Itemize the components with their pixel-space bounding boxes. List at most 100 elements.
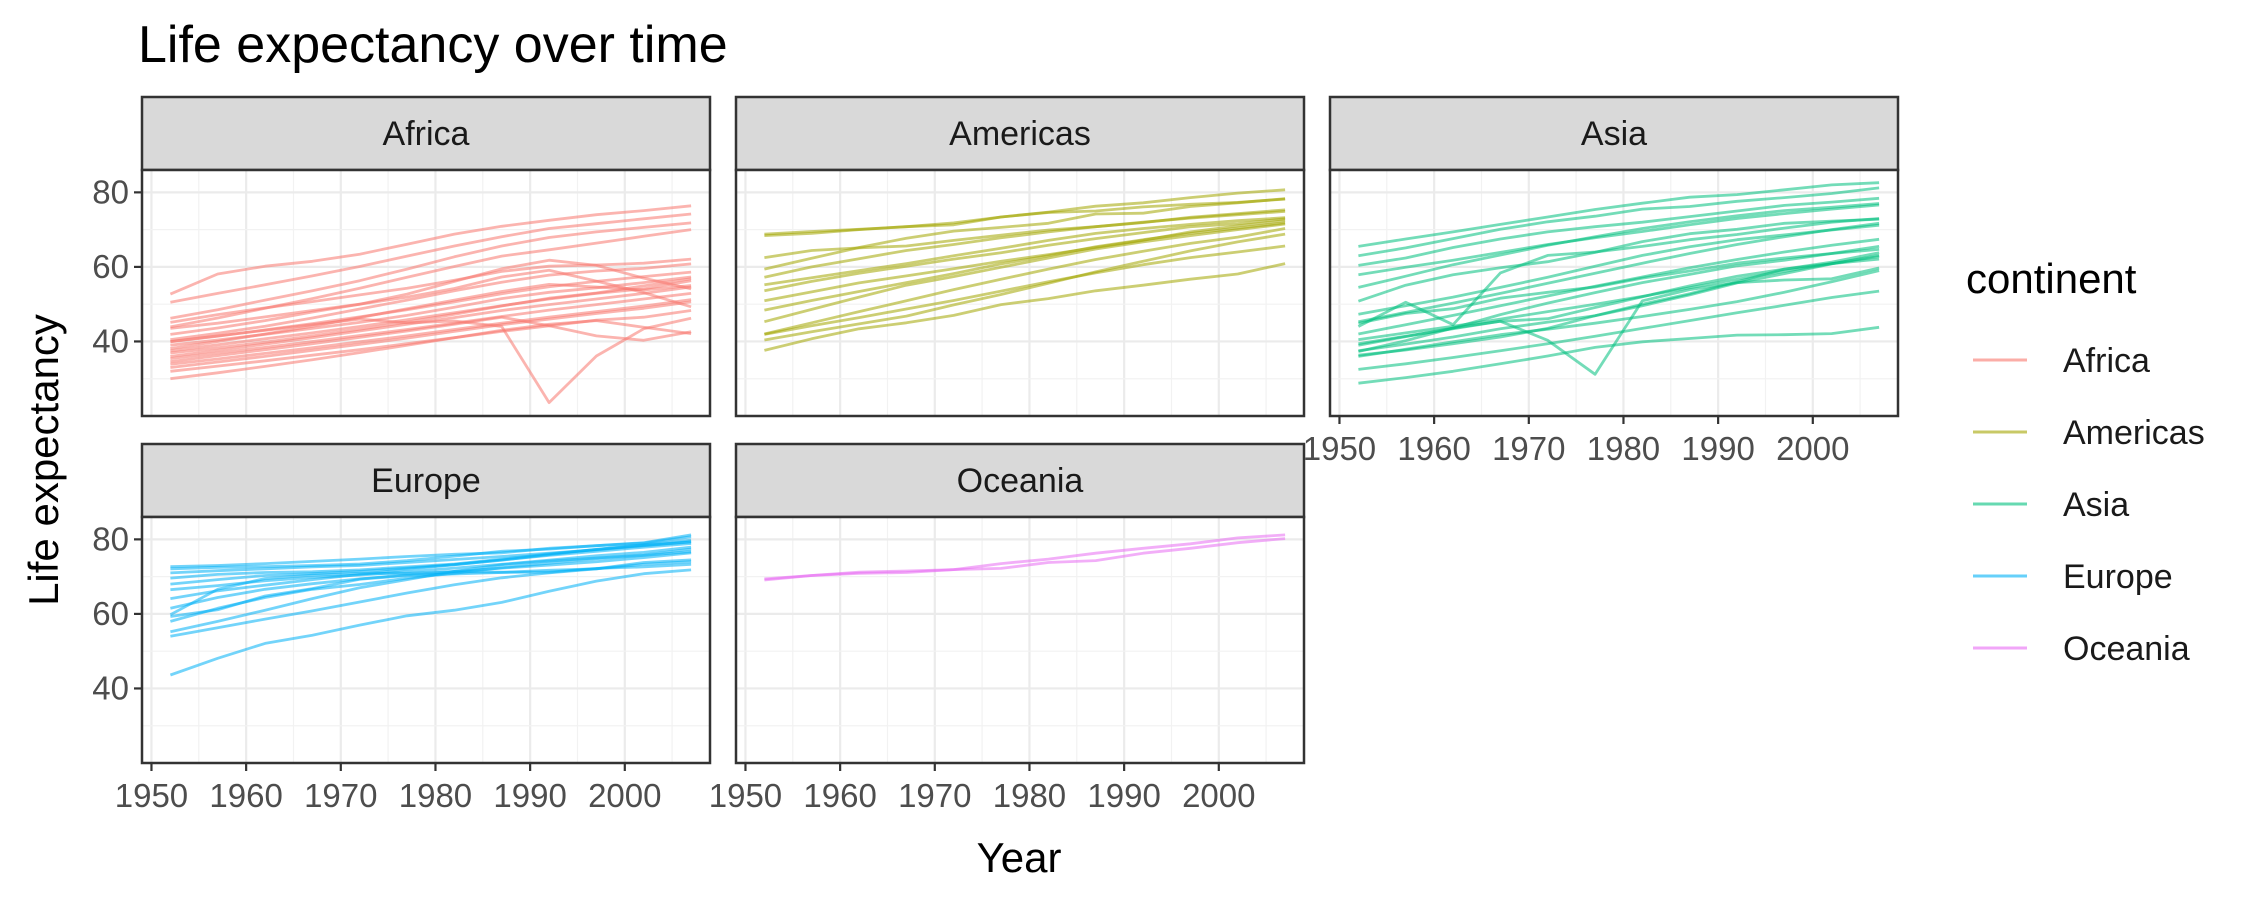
- x-tick-label: 1960: [1397, 430, 1470, 467]
- x-tick-label: 1970: [898, 777, 971, 814]
- x-tick-label: 1950: [115, 777, 188, 814]
- x-tick-label: 1990: [1681, 430, 1754, 467]
- strip-africa: [140, 95, 712, 172]
- x-tick-label: 1970: [1492, 430, 1565, 467]
- strip-europe: [140, 442, 712, 519]
- series-lines: [764, 188, 1286, 352]
- y-tick-label: 60: [92, 248, 129, 285]
- legend-label: Asia: [2063, 486, 2129, 524]
- series-line-americas: [764, 217, 1286, 293]
- x-tick-label: 2000: [1182, 777, 1255, 814]
- series-line-europe: [170, 547, 692, 634]
- series-line-asia: [1357, 217, 1880, 303]
- y-tick-label: 40: [92, 322, 129, 359]
- series-line-americas: [764, 216, 1286, 287]
- x-tick-label: 1950: [709, 777, 782, 814]
- series-line-africa: [170, 298, 692, 366]
- y-axes: 40 60 80 40 60 80: [92, 173, 142, 706]
- series-line-europe: [170, 560, 692, 638]
- series-line-africa: [170, 257, 692, 324]
- series-line-asia: [1358, 186, 1880, 258]
- panel-africa: Africa: [140, 95, 712, 418]
- series-line-asia: [1358, 254, 1880, 353]
- strip-label: Europe: [371, 462, 481, 500]
- panel-europe: Europe: [140, 442, 712, 765]
- y-tick-label: 60: [92, 595, 129, 632]
- x-tick-label: 1960: [209, 777, 282, 814]
- strip-label: Africa: [383, 115, 470, 153]
- series-line-europe: [169, 568, 692, 677]
- legend-label: Oceania: [2063, 630, 2190, 668]
- panels: Africa Americas Asia Europe Oceania: [140, 95, 1900, 765]
- chart-title: Life expectancy over time: [138, 16, 728, 74]
- panel-border: [734, 515, 1306, 765]
- panel-americas: Americas: [734, 95, 1306, 418]
- series-line-americas: [764, 221, 1286, 312]
- series-line-africa: [170, 212, 692, 304]
- x-tick-label: 1980: [993, 777, 1066, 814]
- plot-background: [736, 517, 1304, 763]
- x-tick-label: 1950: [1303, 430, 1376, 467]
- x-tick-label: 1980: [399, 777, 472, 814]
- strip-label: Americas: [949, 115, 1091, 153]
- series-line-oceania: [764, 537, 1286, 581]
- series-line-africa: [170, 319, 692, 381]
- series-line-americas: [764, 232, 1286, 342]
- strip-label: Asia: [1581, 115, 1647, 153]
- panel-border: [734, 168, 1306, 418]
- series-line-asia: [1358, 221, 1880, 324]
- x-tick-label: 2000: [1776, 430, 1849, 467]
- panel-border: [140, 515, 712, 765]
- legend-item-asia: Asia: [1973, 486, 2129, 524]
- series-line-americas: [764, 222, 1286, 324]
- series-line-asia: [1358, 223, 1880, 316]
- strip-americas: [734, 95, 1306, 172]
- x-tick-label: 1980: [1587, 430, 1660, 467]
- series-line-asia: [1358, 203, 1880, 277]
- y-axis-title: Life expectancy: [20, 314, 67, 606]
- series-line-americas: [764, 219, 1286, 303]
- series-line-americas: [764, 262, 1286, 352]
- series-line-asia: [1357, 217, 1880, 328]
- legend-item-africa: Africa: [1973, 342, 2150, 380]
- series-line-africa: [170, 262, 692, 341]
- series-line-asia: [1358, 245, 1880, 325]
- series-lines: [764, 533, 1286, 582]
- series-line-asia: [1358, 289, 1880, 371]
- x-axes: 1950 1960 1970 1980 1990 2000 1950 1960 1970 1980…: [115, 416, 1850, 814]
- series-line-asia: [1358, 196, 1880, 267]
- legend: continent Africa Americas Asia Europe Oceani…: [1966, 255, 2205, 668]
- series-line-africa: [170, 221, 692, 320]
- legend-title: continent: [1966, 255, 2137, 302]
- series-line-asia: [1358, 269, 1880, 358]
- x-tick-label: 1970: [304, 777, 377, 814]
- series-lines: [1357, 181, 1880, 385]
- panel-border: [1328, 168, 1900, 418]
- series-line-africa: [169, 204, 692, 296]
- y-axis-row-1: 40 60 80: [92, 173, 142, 359]
- y-tick-label: 80: [92, 520, 129, 557]
- strip-label: Oceania: [957, 462, 1084, 500]
- plot-background: [736, 170, 1304, 416]
- x-axis-asia: 1950 1960 1970 1980 1990 2000: [1303, 416, 1850, 467]
- series-line-africa: [170, 268, 692, 330]
- legend-label: Europe: [2063, 558, 2173, 596]
- series-line-africa: [170, 258, 692, 336]
- x-axis-title: Year: [977, 834, 1062, 881]
- strip-asia: [1328, 95, 1900, 172]
- series-line-americas: [764, 197, 1286, 271]
- strip-oceania: [734, 442, 1306, 519]
- panel-oceania: Oceania: [734, 442, 1306, 765]
- series-line-americas: [764, 210, 1286, 279]
- y-axis-row-2: 40 60 80: [92, 520, 142, 706]
- series-line-africa: [170, 300, 692, 369]
- series-line-americas: [764, 197, 1286, 237]
- gridlines: [736, 517, 1304, 763]
- x-tick-label: 1990: [1087, 777, 1160, 814]
- x-tick-label: 2000: [588, 777, 661, 814]
- legend-label: Americas: [2063, 414, 2205, 452]
- series-line-africa: [170, 277, 692, 355]
- x-tick-label: 1960: [803, 777, 876, 814]
- series-line-asia: [1358, 202, 1880, 289]
